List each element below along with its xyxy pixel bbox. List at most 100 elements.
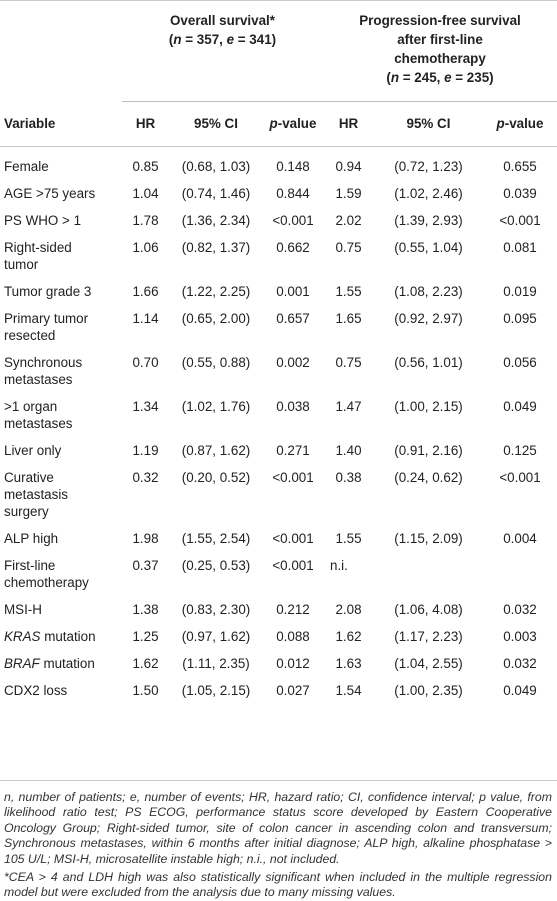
ci2-cell: (0.55, 1.04) (394, 240, 463, 255)
ci1-cell: (0.82, 1.37) (181, 240, 251, 255)
variable-label-line: chemotherapy (4, 575, 89, 590)
p2-cell: 0.056 (503, 355, 537, 370)
ci2-cell: (0.72, 1.23) (394, 159, 463, 174)
ci1-cell: (0.83, 2.30) (181, 602, 251, 617)
variable-label-line: resected (4, 328, 56, 343)
hr2-cell: 1.54 (335, 683, 362, 698)
p2-cell: <0.001 (499, 213, 541, 228)
variable-label-line: Tumor grade 3 (4, 284, 92, 299)
variable-label-line: Right-sided (4, 240, 72, 255)
p1-cell: 0.001 (276, 284, 310, 299)
hr2-cell: 1.63 (335, 656, 362, 671)
p1-cell: 0.657 (276, 311, 310, 326)
p1-cell: <0.001 (272, 558, 314, 573)
ci2-cell: (0.91, 2.16) (394, 443, 463, 458)
variable-cell: First-line chemotherapy (4, 557, 122, 591)
p2-cell: 0.095 (503, 311, 537, 326)
ci1-cell: (1.05, 2.15) (181, 683, 251, 698)
col-variable: Variable (4, 116, 56, 131)
p2-cell: 0.655 (503, 159, 537, 174)
variable-cell: Synchronous metastases (4, 354, 122, 388)
p2-cell: 0.039 (503, 186, 537, 201)
ci2-cell: (1.06, 4.08) (394, 602, 463, 617)
hr1-cell: 1.34 (132, 399, 159, 414)
p2-cell: 0.019 (503, 284, 537, 299)
variable-cell: >1 organ metastases (4, 398, 122, 432)
hr1-cell: 0.37 (132, 558, 159, 573)
variable-cell: Primary tumor resected (4, 310, 122, 344)
p1-cell: <0.001 (272, 470, 314, 485)
pfs-title-line2: after first-line (397, 32, 483, 47)
hr1-cell: 1.38 (132, 602, 159, 617)
hr1-cell: 0.85 (132, 159, 159, 174)
variable-cell: KRAS mutation (4, 628, 122, 645)
ci1-cell: (0.74, 1.46) (181, 186, 251, 201)
p2-cell: 0.003 (503, 629, 537, 644)
hr1-cell: 1.98 (132, 531, 159, 546)
hr1-cell: 1.14 (132, 311, 159, 326)
p2-cell: 0.125 (503, 443, 537, 458)
pfs-title-line3: chemotherapy (394, 51, 486, 66)
os-title: Overall survival* (170, 13, 275, 28)
variable-label-line: Female (4, 159, 49, 174)
hr1-cell: 1.04 (132, 186, 159, 201)
ci1-cell: (1.02, 1.76) (181, 399, 251, 414)
hr2-cell: 1.59 (335, 186, 362, 201)
p1-cell: 0.212 (276, 602, 310, 617)
p2-cell: 0.049 (503, 683, 537, 698)
hr2-cell: 1.55 (335, 531, 362, 546)
variable-label-line: Liver only (4, 443, 62, 458)
os-counts: (n = 357, e = 341) (168, 32, 277, 47)
hr1-cell: 0.70 (132, 355, 159, 370)
variable-label-line: MSI-H (4, 602, 42, 617)
ci2-cell: (0.92, 2.97) (394, 311, 463, 326)
col-ci-os: 95% CI (194, 116, 238, 131)
p1-cell: 0.012 (276, 656, 310, 671)
variable-cell: ALP high (4, 530, 122, 547)
p1-cell: 0.662 (276, 240, 310, 255)
ci1-cell: (0.20, 0.52) (181, 470, 251, 485)
p2-cell: 0.049 (503, 399, 537, 414)
ci1-cell: (0.97, 1.62) (181, 629, 251, 644)
p1-cell: 0.844 (276, 186, 310, 201)
hr2-cell: 1.55 (335, 284, 362, 299)
pfs-title-line1: Progression-free survival (359, 13, 521, 28)
hr1-cell: 1.06 (132, 240, 159, 255)
ci1-cell: (1.22, 2.25) (181, 284, 251, 299)
variable-label-line: Synchronous (4, 355, 83, 370)
hr1-cell: 1.50 (132, 683, 159, 698)
hr1-cell: 1.19 (132, 443, 159, 458)
col-ci-pfs: 95% CI (406, 116, 451, 131)
p2-cell: 0.081 (503, 240, 537, 255)
variable-cell: Curative metastasis surgery (4, 469, 122, 520)
os-group-header: Overall survival* (n = 357, e = 341) (122, 11, 323, 49)
table-footnotes: n, number of patients; e, number of even… (4, 790, 552, 901)
bottom-rule (0, 780, 557, 781)
footnote-star: *CEA > 4 and LDH high was also statistic… (4, 870, 552, 900)
hr2-cell: 0.94 (335, 159, 362, 174)
ci1-cell: (0.68, 1.03) (181, 159, 251, 174)
variable-cell: Liver only (4, 442, 122, 459)
ci2-cell: (1.15, 2.09) (394, 531, 463, 546)
ci1-cell: (1.36, 2.34) (181, 213, 251, 228)
p1-cell: 0.002 (276, 355, 310, 370)
pfs-counts: (n = 245, e = 235) (386, 70, 494, 85)
variable-label-line: Primary tumor (4, 311, 89, 326)
col-hr-pfs: HR (338, 116, 359, 131)
variable-label-line: BRAF mutation (4, 656, 95, 671)
p2-cell: <0.001 (499, 470, 541, 485)
variable-cell: MSI-H (4, 601, 122, 618)
subheader-rule (122, 101, 557, 102)
variable-cell: AGE >75 years (4, 185, 122, 202)
variable-cell: BRAF mutation (4, 655, 122, 672)
variable-label-line: KRAS mutation (4, 629, 96, 644)
p2-cell: 0.004 (503, 531, 537, 546)
p1-cell: <0.001 (272, 213, 314, 228)
ci2-cell: (1.08, 2.23) (394, 284, 463, 299)
variable-cell: CDX2 loss (4, 682, 122, 699)
ci2-cell: (1.39, 2.93) (394, 213, 463, 228)
pfs-group-header: Progression-free survival after first-li… (323, 11, 557, 87)
variable-label-line: metastasis (4, 487, 68, 502)
header-rule (0, 146, 557, 147)
